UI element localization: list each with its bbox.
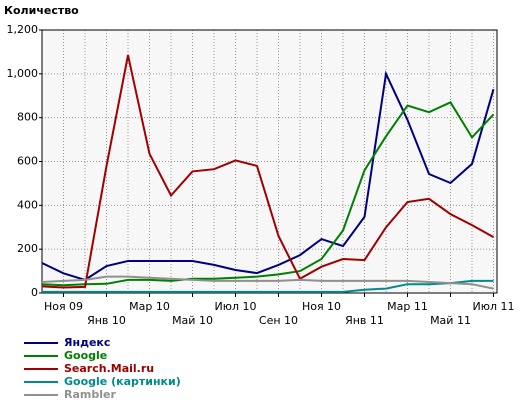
y-tick-label: 400 [17, 198, 38, 211]
series-line [41, 54, 494, 289]
x-tick-label: Май 10 [172, 314, 213, 327]
x-tick-label: Мар 11 [387, 300, 428, 313]
y-tick-label: 800 [17, 111, 38, 124]
series-line [41, 275, 494, 290]
series-line [41, 101, 495, 287]
x-tick-label: Мар 10 [129, 300, 170, 313]
y-tick-label: 0 [31, 286, 38, 299]
x-tick-label: Июл 10 [214, 300, 256, 313]
y-tick-label: 200 [17, 242, 38, 255]
y-tick-label: 600 [17, 155, 38, 168]
series-line [42, 279, 494, 293]
chart-title: Количество [4, 4, 79, 17]
plot-border [41, 29, 498, 294]
legend-label: Rambler [64, 388, 116, 401]
legend-label: Search.Mail.ru [64, 362, 154, 375]
series-line [41, 70, 495, 281]
legend-label: Google (картинки) [64, 375, 181, 388]
x-tick-label: Янв 11 [345, 314, 384, 327]
x-tick-label: Янв 10 [87, 314, 126, 327]
x-tick-label: Май 11 [430, 314, 471, 327]
legend-label: Яндекс [64, 336, 110, 349]
legend-label: Google [64, 349, 107, 362]
y-tick-label: 1,200 [7, 23, 39, 36]
x-tick-label: Ноя 10 [302, 300, 341, 313]
x-tick-label: Сен 10 [259, 314, 298, 327]
x-tick-label: Ноя 09 [44, 300, 83, 313]
y-tick-label: 1,000 [7, 67, 39, 80]
x-tick-label: Июл 11 [472, 300, 514, 313]
